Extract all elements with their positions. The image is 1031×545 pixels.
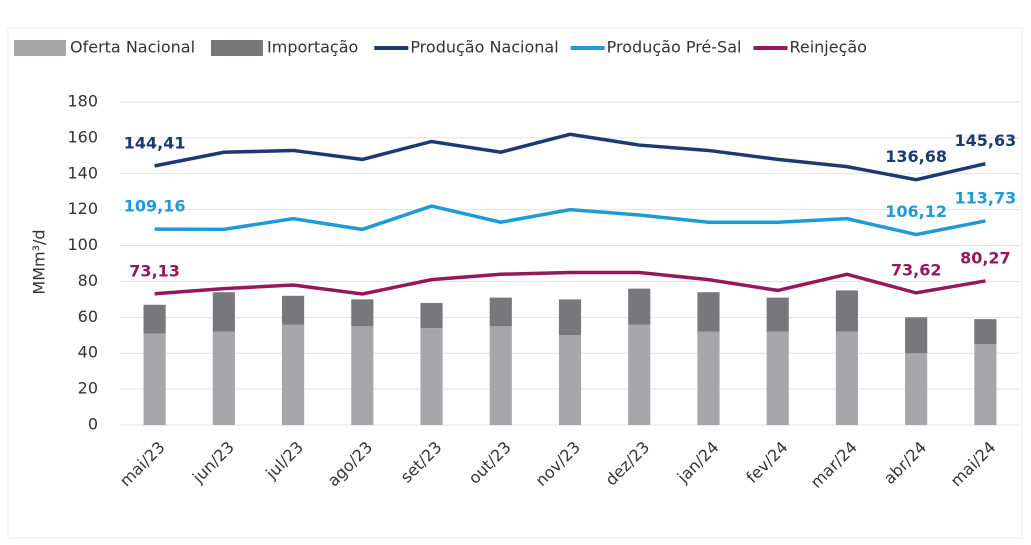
legend-label: Importação (267, 38, 358, 57)
data-label: 113,73 (955, 188, 1017, 207)
y-tick-label: 100 (67, 235, 98, 254)
data-label: 109,16 (124, 197, 186, 216)
bar (212, 331, 235, 425)
bar (212, 292, 235, 332)
legend-swatch (14, 40, 66, 56)
bar (282, 295, 305, 325)
bar (558, 335, 582, 425)
y-tick-label: 180 (67, 92, 98, 111)
bar (489, 326, 512, 425)
bar (143, 304, 166, 334)
line (154, 132, 986, 182)
data-label: 73,13 (129, 261, 180, 280)
bar (558, 299, 582, 336)
line (154, 204, 986, 237)
y-axis-label: MMm³/d (30, 229, 49, 294)
data-label: 73,62 (891, 260, 942, 279)
legend-label: Produção Pré-Sal (607, 38, 742, 57)
chart-frame (7, 27, 1023, 539)
bar (974, 344, 997, 425)
bar (351, 299, 374, 327)
bar (905, 317, 928, 354)
line (154, 270, 986, 296)
bar (628, 288, 651, 325)
bar (766, 331, 789, 425)
bar (697, 331, 720, 425)
bar (282, 324, 305, 425)
bar (420, 302, 443, 329)
bar (628, 324, 651, 425)
legend-label: Oferta Nacional (70, 38, 195, 57)
y-tick-label: 60 (78, 307, 98, 326)
y-tick-label: 80 (78, 271, 98, 290)
data-label: 136,68 (885, 147, 947, 166)
y-tick-label: 0 (88, 415, 98, 434)
bar (905, 353, 928, 425)
bar (766, 297, 789, 332)
bar (835, 290, 858, 332)
data-label: 144,41 (124, 133, 186, 152)
y-tick-label: 140 (67, 163, 98, 182)
bar (351, 326, 374, 425)
y-tick-label: 120 (67, 199, 98, 218)
legend-label: Produção Nacional (410, 38, 558, 57)
bar (697, 292, 720, 332)
legend-label: Reinjeção (789, 38, 867, 57)
bar (974, 319, 997, 345)
data-label: 80,27 (960, 248, 1011, 267)
y-tick-label: 40 (78, 343, 98, 362)
bar (835, 331, 858, 425)
y-tick-label: 20 (78, 379, 98, 398)
bar (420, 328, 443, 425)
data-label: 145,63 (955, 131, 1017, 150)
legend-swatch (211, 40, 264, 56)
bar (489, 297, 512, 327)
bar (143, 333, 166, 425)
y-tick-label: 160 (67, 127, 98, 146)
data-label: 106,12 (885, 202, 947, 221)
